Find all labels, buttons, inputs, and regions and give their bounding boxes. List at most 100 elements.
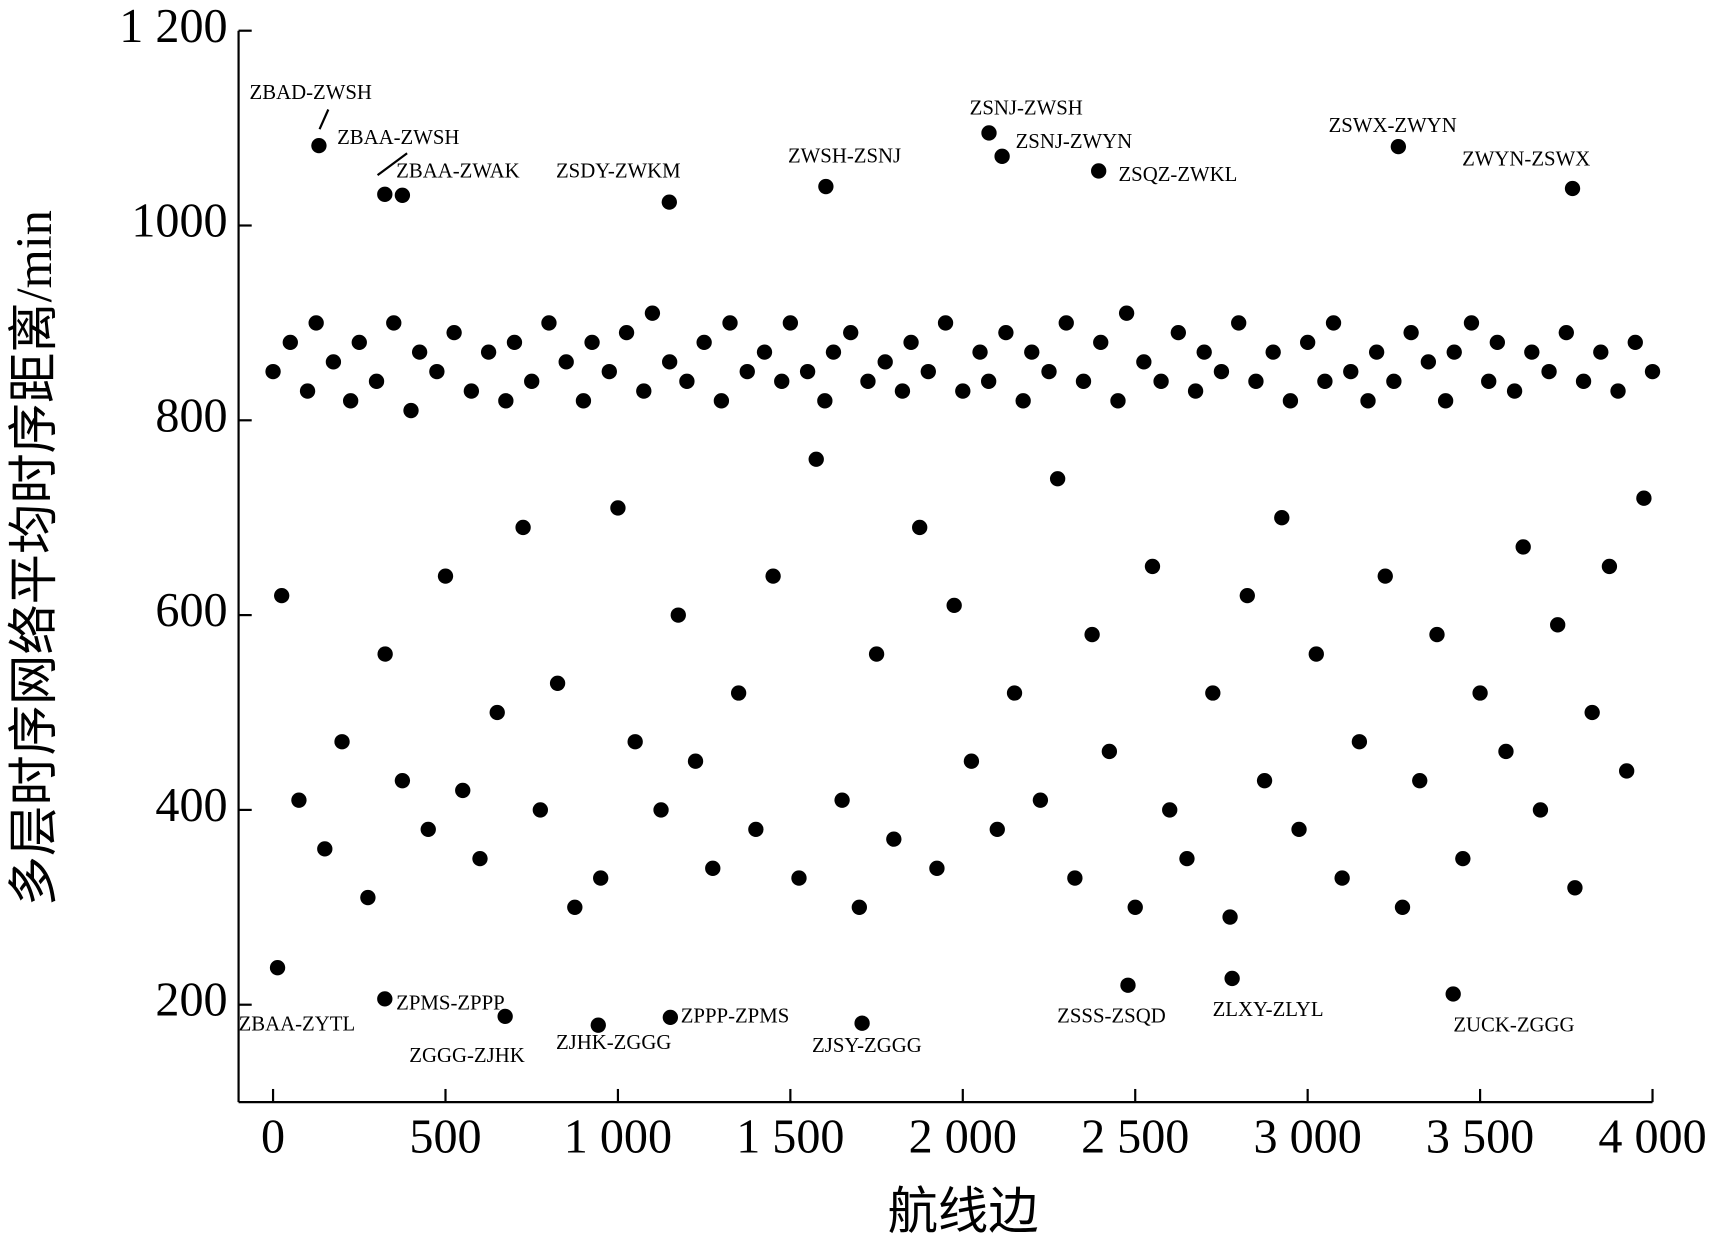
point: [894, 383, 911, 399]
point: [1041, 363, 1057, 380]
point: [524, 373, 540, 390]
point: [1429, 626, 1445, 643]
point: [1618, 763, 1635, 779]
point: [799, 363, 816, 380]
point: [670, 607, 686, 623]
point: [1593, 344, 1609, 360]
point: [1532, 802, 1549, 818]
point: [1231, 315, 1247, 331]
point: [946, 597, 962, 614]
annotation: ZSNJ-ZWSH: [970, 96, 1083, 119]
annotated-point: [269, 960, 286, 976]
point: [291, 792, 307, 808]
point: [1248, 373, 1264, 390]
point: [1162, 802, 1178, 818]
point: [1481, 373, 1497, 390]
point: [360, 889, 376, 906]
point: [386, 315, 402, 331]
annotated-point: [661, 194, 677, 210]
point: [1489, 334, 1505, 351]
point: [774, 373, 790, 390]
point: [420, 821, 436, 838]
point: [299, 383, 316, 399]
y-tick-label: 800: [155, 389, 227, 442]
point: [1575, 373, 1592, 390]
annotation: ZJHK-ZGGG: [556, 1031, 671, 1054]
point: [739, 363, 755, 380]
point: [1498, 743, 1514, 760]
point: [1541, 363, 1557, 380]
annotated-point: [1091, 163, 1107, 179]
x-tick-label: 2 000: [909, 1111, 1017, 1164]
point: [317, 841, 333, 857]
point: [1403, 324, 1419, 341]
point: [1274, 510, 1290, 526]
point: [877, 354, 893, 370]
point: [903, 334, 919, 351]
point: [834, 792, 850, 808]
point: [679, 373, 695, 390]
annotation: ZSSS-ZSQD: [1057, 1005, 1166, 1028]
annotation: ZPMS-ZPPP: [396, 991, 505, 1014]
annotated-point: [994, 148, 1010, 165]
annotation: ZSNJ-ZWYN: [1016, 130, 1133, 153]
y-tick-label: 200: [155, 974, 227, 1027]
annotated-point: [1445, 986, 1461, 1002]
annotated-point: [377, 991, 393, 1007]
annotation: ZWYN-ZSWX: [1462, 148, 1590, 171]
point: [929, 860, 945, 877]
point: [705, 860, 721, 877]
annotated-point: [497, 1008, 513, 1025]
point: [351, 334, 367, 351]
x-tick-label: 500: [409, 1111, 481, 1164]
annotation: ZSDY-ZWKM: [556, 160, 681, 183]
point: [1084, 626, 1100, 643]
point: [1196, 344, 1212, 360]
point: [1265, 344, 1281, 360]
point: [1187, 383, 1204, 399]
point: [868, 646, 885, 662]
point: [618, 324, 635, 341]
point: [1032, 792, 1049, 808]
annotation: ZGGG-ZJHK: [409, 1044, 524, 1067]
point: [782, 315, 799, 331]
point: [730, 685, 747, 701]
point: [1386, 373, 1402, 390]
point: [480, 344, 497, 360]
point: [1067, 870, 1083, 886]
point: [1601, 558, 1618, 575]
point: [1049, 471, 1066, 487]
point: [1394, 899, 1411, 915]
point: [549, 675, 566, 691]
point: [756, 344, 773, 360]
point: [1144, 558, 1161, 575]
point: [1584, 704, 1600, 721]
point: [1524, 344, 1540, 360]
point: [860, 373, 876, 390]
x-tick-label: 3 500: [1426, 1111, 1534, 1164]
point: [1558, 324, 1574, 341]
point: [980, 373, 997, 390]
annotated-point: [662, 1009, 679, 1026]
point: [1024, 344, 1040, 360]
point: [791, 870, 807, 886]
point: [627, 734, 643, 750]
point: [713, 393, 730, 409]
annotation: ZBAA-ZWSH: [337, 126, 459, 149]
point: [1550, 617, 1566, 633]
point: [1463, 315, 1480, 331]
point: [1093, 334, 1109, 351]
point: [1351, 734, 1368, 750]
annotated-point: [1224, 970, 1240, 987]
point: [825, 344, 842, 360]
point: [506, 334, 523, 351]
point: [1446, 344, 1462, 360]
point: [1515, 539, 1531, 555]
point: [963, 753, 980, 769]
point: [748, 821, 764, 838]
point: [912, 519, 928, 536]
annotation: ZLXY-ZLYL: [1213, 998, 1324, 1021]
point: [1239, 587, 1255, 604]
annotation: ZSQZ-ZWKL: [1118, 163, 1237, 186]
